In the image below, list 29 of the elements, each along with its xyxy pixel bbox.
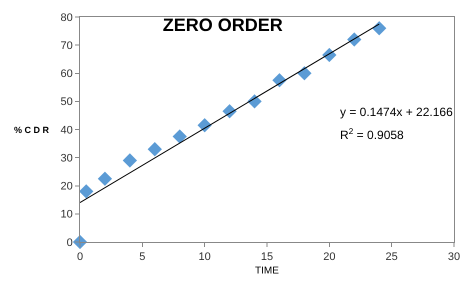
chart-title: ZERO ORDER — [162, 15, 283, 36]
x-tick-label: 5 — [139, 251, 146, 264]
point — [98, 172, 112, 186]
point — [79, 184, 94, 199]
x-axis-title: TIME — [255, 266, 280, 277]
x-tick-label: 30 — [448, 251, 460, 264]
x-tick-label: 15 — [260, 251, 274, 264]
point — [372, 21, 386, 36]
annotation: R$^{2}$ = 0.9058 — [340, 126, 404, 142]
y-axis-title: % C D R — [14, 125, 50, 135]
y-tick-label: 10 — [60, 208, 73, 221]
y-tick-label: 70 — [60, 40, 73, 52]
point — [148, 142, 162, 156]
point — [172, 129, 187, 144]
y-tick-label: 50 — [60, 96, 73, 108]
y-tick-label: 30 — [60, 152, 73, 164]
y-tick-label: 60 — [60, 68, 73, 80]
x-tick-label: 0 — [76, 251, 84, 264]
y-tick-label: 80 — [60, 12, 73, 24]
point — [198, 118, 212, 132]
y-tick-label: 40 — [60, 124, 73, 136]
point — [297, 66, 312, 80]
y-tick-label: 0 — [66, 236, 73, 249]
x-tick-label: 10 — [198, 251, 211, 264]
x-tick-label: 20 — [323, 251, 336, 264]
point — [122, 153, 138, 168]
y-tick-label: 20 — [60, 180, 73, 193]
annotation: y = 0.1474x + 22.166 — [340, 105, 454, 119]
x-tick-label: 25 — [386, 251, 398, 264]
